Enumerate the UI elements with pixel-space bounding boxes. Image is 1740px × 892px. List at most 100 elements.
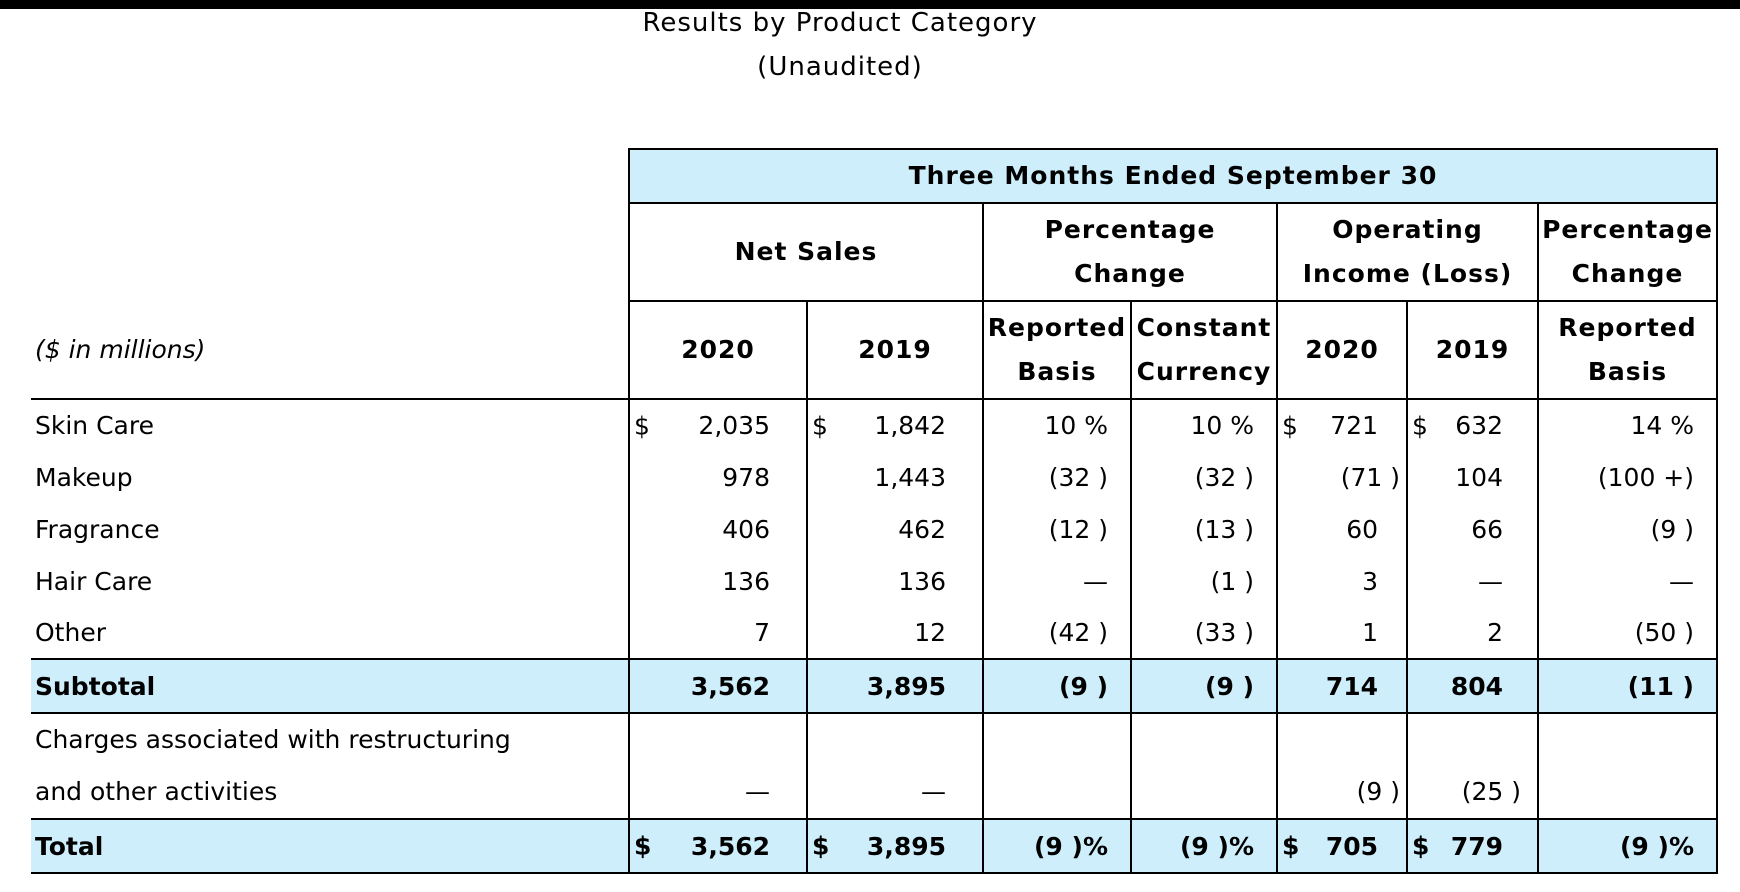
oi-2020-cell: 3: [1277, 555, 1408, 607]
row-label-line-2: and other activities: [35, 777, 278, 806]
net-sales-2020-cell: $3,562: [628, 818, 808, 874]
row-label: Charges associated with restructuring an…: [31, 713, 629, 819]
col-2020-operating-income: 2020: [1277, 301, 1408, 400]
row-label: Other: [35, 618, 106, 647]
oi-2020-cell: $721: [1277, 399, 1408, 451]
net-sales-2020-cell: 7: [628, 607, 808, 659]
table-row: Fragrance 406 462 (12 ) (13 ) 60 66 (9 ): [31, 503, 1718, 555]
report-subtitle: (Unaudited): [757, 52, 923, 82]
col-2019-net-sales: 2019: [807, 301, 984, 400]
oi-2019-cell: 804: [1407, 658, 1539, 714]
col-oi-reported-basis: Reported Basis: [1538, 301, 1718, 400]
oi-2019-cell: 104: [1407, 451, 1539, 503]
reported-change-cell: (32 ): [983, 451, 1132, 503]
oi-2019-cell: —: [1407, 555, 1539, 607]
net-sales-2020-cell: 978: [628, 451, 808, 503]
reported-change-cell: 10 %: [983, 399, 1132, 451]
row-label-line-1: Charges associated with restructuring: [35, 725, 511, 754]
oi-percentage-change-header: Percentage Change: [1538, 203, 1718, 302]
oi-reported-change-cell: —: [1538, 555, 1718, 607]
table-row: Skin Care $2,035 $1,842 10 % 10 % $721 $…: [31, 399, 1718, 451]
oi-reported-change-cell: (9 )%: [1538, 818, 1718, 874]
reported-change-cell: [983, 713, 1132, 819]
constant-currency-cell: (32 ): [1131, 451, 1278, 503]
oi-reported-change-cell: (50 ): [1538, 607, 1718, 659]
row-label: Total: [31, 818, 629, 874]
report-title: Results by Product Category: [642, 8, 1038, 38]
row-label: Subtotal: [31, 658, 629, 714]
net-sales-2019-cell: 136: [807, 555, 984, 607]
oi-2019-cell: 66: [1407, 503, 1539, 555]
oi-2020-cell: (9 ): [1277, 713, 1408, 819]
net-sales-2019-cell: 3,895: [807, 658, 984, 714]
dollar-sign: $: [1412, 411, 1428, 440]
percentage-change-header: Percentage Change: [983, 203, 1278, 302]
dollar-sign: $: [812, 411, 828, 440]
oi-reported-change-cell: 14 %: [1538, 399, 1718, 451]
dollar-sign: $: [1412, 831, 1430, 861]
table-row: Hair Care 136 136 — (1 ) 3 — —: [31, 555, 1718, 607]
oi-reported-change-cell: (11 ): [1538, 658, 1718, 714]
row-label: Skin Care: [35, 411, 154, 440]
oi-2019-cell: $779: [1407, 818, 1539, 874]
oi-2020-cell: (71 ): [1277, 451, 1408, 503]
oi-2020-cell: 714: [1277, 658, 1408, 714]
row-label: Makeup: [35, 462, 133, 492]
period-header: Three Months Ended September 30: [628, 148, 1718, 204]
net-sales-2019-cell: 12: [807, 607, 984, 659]
net-sales-2019-cell: 462: [807, 503, 984, 555]
net-sales-header: Net Sales: [628, 203, 984, 302]
table-row: Makeup 978 1,443 (32 ) (32 ) (71 ) 104 (…: [31, 451, 1718, 503]
oi-2020-cell: $705: [1277, 818, 1408, 874]
dollar-sign: $: [812, 831, 830, 861]
row-label: Fragrance: [35, 514, 160, 544]
constant-currency-cell: (13 ): [1131, 503, 1278, 555]
subtotal-row: Subtotal 3,562 3,895 (9 ) (9 ) 714 804 (…: [31, 658, 1718, 714]
net-sales-2019-cell: $3,895: [807, 818, 984, 874]
header-spacer: [31, 203, 629, 301]
reported-change-cell: —: [983, 555, 1132, 607]
oi-2020-cell: 1: [1277, 607, 1408, 659]
oi-2020-cell: 60: [1277, 503, 1408, 555]
reported-change-cell: (9 )%: [983, 818, 1132, 874]
oi-reported-change-cell: (100 +): [1538, 451, 1718, 503]
oi-2019-cell: $632: [1407, 399, 1539, 451]
net-sales-2020-cell: 136: [628, 555, 808, 607]
dollar-sign: $: [634, 411, 650, 440]
reported-change-cell: (12 ): [983, 503, 1132, 555]
results-table: Three Months Ended September 30 Net Sale…: [31, 148, 1718, 874]
header-spacer: [31, 149, 629, 203]
dollar-sign: $: [1282, 831, 1300, 861]
table-row: Other 7 12 (42 ) (33 ) 1 2 (50 ): [31, 607, 1718, 659]
col-constant-currency: Constant Currency: [1131, 301, 1278, 400]
reported-change-cell: (42 ): [983, 607, 1132, 659]
net-sales-2020-cell: —: [628, 713, 808, 819]
net-sales-2020-cell: $2,035: [628, 399, 808, 451]
oi-2019-cell: 2: [1407, 607, 1539, 659]
dollar-sign: $: [634, 831, 652, 861]
col-2020-net-sales: 2020: [628, 301, 808, 400]
constant-currency-cell: (9 ): [1131, 658, 1278, 714]
col-2019-operating-income: 2019: [1407, 301, 1539, 400]
constant-currency-cell: 10 %: [1131, 399, 1278, 451]
dollar-sign: $: [1282, 411, 1298, 440]
oi-reported-change-cell: (9 ): [1538, 503, 1718, 555]
units-label: ($ in millions): [31, 301, 629, 400]
net-sales-2020-cell: 3,562: [628, 658, 808, 714]
charges-row: Charges associated with restructuring an…: [31, 713, 1718, 819]
total-row: Total $3,562 $3,895 (9 )% (9 )% $705 $77…: [31, 818, 1718, 874]
row-label: Hair Care: [35, 566, 153, 596]
constant-currency-cell: (1 ): [1131, 555, 1278, 607]
net-sales-2019-cell: $1,842: [807, 399, 984, 451]
top-border-bar: [0, 0, 1740, 9]
constant-currency-cell: [1131, 713, 1278, 819]
col-reported-basis: Reported Basis: [983, 301, 1132, 400]
net-sales-2019-cell: —: [807, 713, 984, 819]
net-sales-2020-cell: 406: [628, 503, 808, 555]
constant-currency-cell: (33 ): [1131, 607, 1278, 659]
operating-income-header: Operating Income (Loss): [1277, 203, 1539, 302]
reported-change-cell: (9 ): [983, 658, 1132, 714]
oi-reported-change-cell: [1538, 713, 1718, 819]
oi-2019-cell: (25 ): [1407, 713, 1539, 819]
net-sales-2019-cell: 1,443: [807, 451, 984, 503]
